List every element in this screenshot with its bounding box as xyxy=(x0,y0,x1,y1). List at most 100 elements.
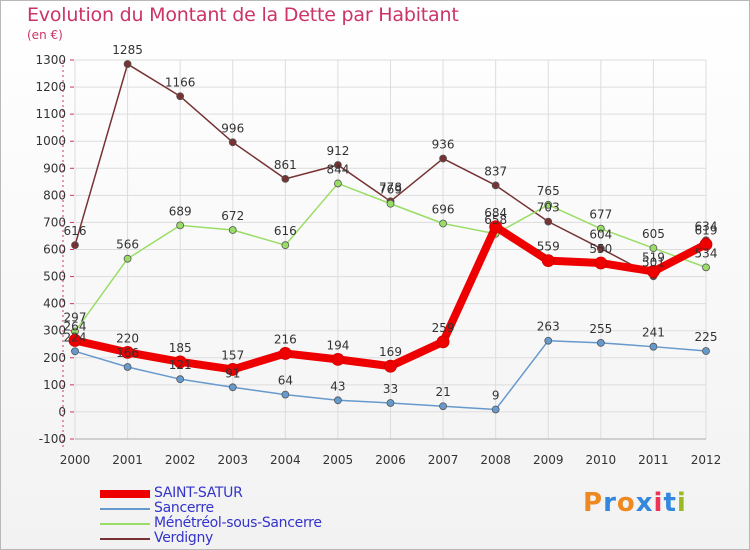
data-label: 220 xyxy=(116,331,139,345)
axes: -100 0 100 200 300 400 500 600 700 800 900 1000 1100… xyxy=(35,53,721,467)
data-point xyxy=(647,265,660,278)
data-label: 912 xyxy=(326,144,349,158)
legend: SAINT-SATUR Sancerre Ménétréol-sous-Sancer… xyxy=(100,485,360,546)
data-label: 778 xyxy=(379,180,402,194)
data-point xyxy=(386,399,395,407)
data-label: 224 xyxy=(64,330,87,344)
chart-title: Evolution du Montant de la Dette par Hab… xyxy=(27,4,459,26)
data-label: 264 xyxy=(64,319,87,333)
x-tick-label: 2000 xyxy=(60,453,91,467)
legend-item: Verdigny xyxy=(100,530,360,546)
legend-swatch xyxy=(100,508,150,510)
data-point xyxy=(702,263,710,272)
data-point xyxy=(334,161,342,169)
data-label: 677 xyxy=(589,208,612,222)
data-point xyxy=(702,347,710,355)
data-point xyxy=(544,200,553,209)
x-tick-label: 2007 xyxy=(428,453,459,467)
data-point xyxy=(439,154,447,163)
x-tick-label: 2008 xyxy=(480,453,511,467)
logo-letter: t xyxy=(663,488,677,518)
proxiti-logo: Proxiti xyxy=(583,488,687,518)
y-tick-label: 400 xyxy=(43,297,66,311)
line-chart: -100 0 100 200 300 400 500 600 700 800 900 1000 1100… xyxy=(35,43,721,467)
y-tick-label: 100 xyxy=(43,378,66,392)
data-point xyxy=(226,363,240,376)
data-point xyxy=(544,336,553,345)
data-label: 559 xyxy=(537,240,560,254)
data-label: 616 xyxy=(274,224,297,238)
y-tick-label: 1100 xyxy=(35,107,66,121)
legend-label: Ménétréol-sous-Sancerre xyxy=(154,515,322,531)
data-point xyxy=(439,219,447,228)
data-point xyxy=(596,224,605,233)
y-tick-label: 700 xyxy=(43,215,66,229)
x-tick-label: 2010 xyxy=(586,453,617,467)
data-point xyxy=(176,92,185,101)
data-label: 169 xyxy=(379,345,402,359)
data-label: 634 xyxy=(695,219,718,233)
y-tick-label: 300 xyxy=(43,324,66,338)
x-tick-label: 2011 xyxy=(638,453,669,467)
data-point xyxy=(334,179,342,188)
y-tick-label: 1300 xyxy=(35,53,66,67)
y-tick-label: 200 xyxy=(43,351,66,365)
data-label: 844 xyxy=(326,162,349,176)
data-point xyxy=(439,402,447,411)
data-point xyxy=(541,254,555,267)
data-point xyxy=(649,244,658,253)
unit-label: (en €) xyxy=(27,28,63,42)
data-point xyxy=(281,241,290,250)
data-point xyxy=(699,237,713,251)
data-point xyxy=(173,355,187,369)
data-point xyxy=(228,383,237,392)
data-point xyxy=(71,241,79,250)
data-label: 616 xyxy=(64,224,87,238)
x-tick-label: 2009 xyxy=(533,453,564,467)
data-label: 216 xyxy=(274,332,297,346)
data-point xyxy=(331,353,345,366)
data-label: 861 xyxy=(274,158,297,172)
data-label: 21 xyxy=(435,385,450,399)
data-point xyxy=(596,244,605,253)
data-label: 837 xyxy=(484,164,507,178)
data-label: 255 xyxy=(589,322,612,336)
data-point xyxy=(228,226,237,234)
data-label: 689 xyxy=(169,204,192,218)
legend-label: Sancerre xyxy=(154,500,214,516)
data-point xyxy=(123,254,132,263)
legend-label: SAINT-SATUR xyxy=(154,485,243,501)
data-label: 1166 xyxy=(165,75,196,89)
data-label: 672 xyxy=(221,209,244,223)
data-label: 259 xyxy=(432,321,455,335)
data-label: 534 xyxy=(695,246,718,260)
legend-item: Ménétréol-sous-Sancerre xyxy=(100,515,360,531)
data-label: 225 xyxy=(695,330,718,344)
data-point xyxy=(228,138,237,147)
y-tick-label: 1000 xyxy=(35,134,66,148)
logo-letter: i xyxy=(676,488,687,518)
x-tick-label: 2004 xyxy=(270,453,301,467)
data-label: 263 xyxy=(537,320,560,334)
y-tick-label: -100 xyxy=(39,432,66,446)
data-label: 185 xyxy=(169,341,192,355)
data-point xyxy=(123,60,132,68)
data-point xyxy=(649,342,658,351)
y-tick-label: 800 xyxy=(43,188,66,202)
data-label: 241 xyxy=(642,326,665,340)
x-tick-label: 2001 xyxy=(112,453,143,467)
legend-swatch xyxy=(100,523,150,525)
data-label: 9 xyxy=(492,388,500,402)
data-label: 297 xyxy=(64,311,87,325)
data-label: 765 xyxy=(537,184,560,198)
series-m-n-tr-ol-sous-sancerre xyxy=(71,179,710,336)
data-label: 519 xyxy=(642,250,665,264)
y-tick-label: 600 xyxy=(43,243,66,257)
legend-item: Sancerre xyxy=(100,500,360,516)
data-label: 64 xyxy=(278,374,293,388)
data-label: 769 xyxy=(379,183,402,197)
y-tick-label: 0 xyxy=(58,405,66,419)
x-tick-label: 2005 xyxy=(323,453,354,467)
data-point xyxy=(281,390,290,399)
data-point xyxy=(176,375,185,384)
